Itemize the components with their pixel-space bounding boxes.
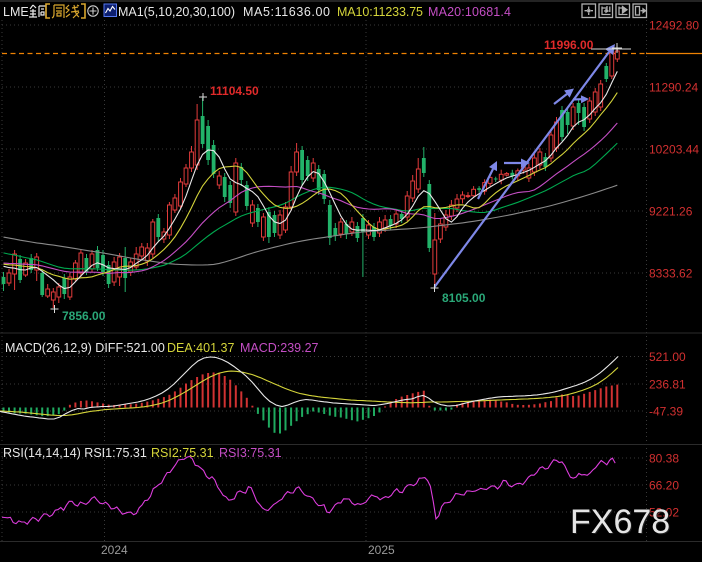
svg-text:MACD(26,12,9) DIFF:521.00: MACD(26,12,9) DIFF:521.00 xyxy=(5,341,165,355)
svg-text:MA5:11636.00: MA5:11636.00 xyxy=(243,5,330,19)
svg-text:MACD:239.27: MACD:239.27 xyxy=(240,341,319,355)
svg-text:80.38: 80.38 xyxy=(649,451,679,465)
svg-text:2024: 2024 xyxy=(101,543,128,557)
svg-text:8333.62: 8333.62 xyxy=(649,266,693,280)
svg-text:MA10:11233.75: MA10:11233.75 xyxy=(337,5,423,19)
svg-text:66.20: 66.20 xyxy=(649,478,679,492)
svg-text:DEA:401.37: DEA:401.37 xyxy=(167,341,234,355)
svg-text:2025: 2025 xyxy=(368,543,395,557)
svg-text:RSI3:75.31: RSI3:75.31 xyxy=(219,446,282,460)
svg-text:9221.26: 9221.26 xyxy=(649,204,693,218)
svg-text:RSI(14,14,14) RSI1:75.31: RSI(14,14,14) RSI1:75.31 xyxy=(3,446,147,460)
svg-text:MA20:10681.4: MA20:10681.4 xyxy=(428,5,511,19)
svg-text:FX678: FX678 xyxy=(570,503,670,541)
svg-text:LME: LME xyxy=(3,5,29,19)
svg-text:10203.44: 10203.44 xyxy=(649,142,699,156)
svg-text:8105.00: 8105.00 xyxy=(442,291,486,305)
svg-text:7856.00: 7856.00 xyxy=(62,309,106,323)
svg-text:11104.50: 11104.50 xyxy=(210,84,259,98)
svg-text:RSI2:75.31: RSI2:75.31 xyxy=(151,446,214,460)
svg-text:11290.24: 11290.24 xyxy=(649,80,698,94)
svg-text:521.00: 521.00 xyxy=(649,350,686,364)
svg-text:12492.80: 12492.80 xyxy=(649,18,699,32)
svg-text:-47.39: -47.39 xyxy=(649,404,683,418)
svg-text:11996.00: 11996.00 xyxy=(544,38,594,52)
svg-text:MA1(5,10,20,30,100): MA1(5,10,20,30,100) xyxy=(118,5,235,19)
svg-text:236.81: 236.81 xyxy=(649,377,686,391)
